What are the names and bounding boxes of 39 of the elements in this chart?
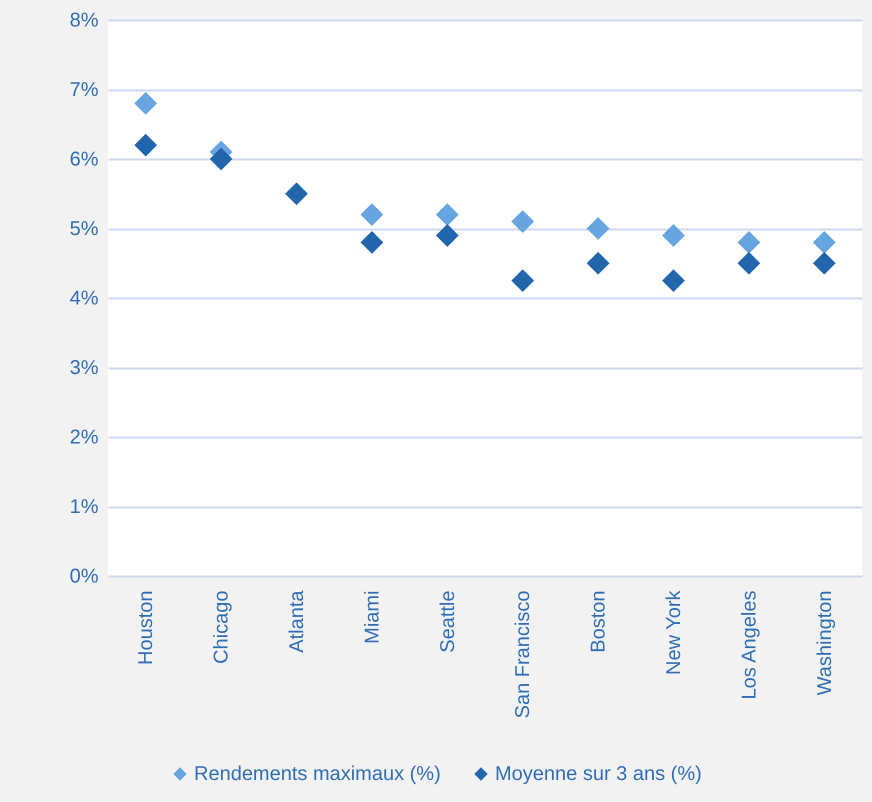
x-tick-label: Chicago	[210, 590, 233, 664]
point	[210, 148, 232, 170]
point	[738, 252, 760, 275]
point	[738, 231, 760, 254]
point	[134, 92, 158, 115]
y-tick-label: 3%	[70, 357, 99, 379]
y-tick-label: 8%	[70, 10, 99, 32]
x-tick-label: Boston	[588, 590, 610, 653]
x-tick-label: San Francisco	[512, 590, 534, 718]
y-tick-label: 7%	[70, 79, 99, 101]
point	[662, 269, 685, 292]
point	[511, 210, 534, 233]
x-tick-label: Seattle	[436, 590, 459, 653]
y-tick-label: 4%	[70, 288, 99, 310]
x-tick-label: Houston	[135, 590, 158, 665]
x-tick-label: Miami	[361, 590, 384, 644]
legend-label: Rendements maximaux (%)	[194, 763, 441, 785]
point	[436, 203, 459, 226]
x-tick-label: Los Angeles	[738, 590, 760, 700]
legend-label: Moyenne sur 3 ans (%)	[495, 763, 702, 785]
x-tick-label: New York	[663, 590, 685, 675]
x-tick-label: Atlanta	[286, 590, 308, 653]
y-tick-label: 0%	[70, 566, 99, 588]
point	[662, 224, 685, 247]
point	[436, 224, 459, 247]
y-tick-label: 6%	[70, 148, 99, 170]
point	[360, 203, 384, 226]
point	[285, 182, 308, 206]
point	[586, 217, 610, 240]
point	[511, 269, 534, 292]
x-tick-label: Washington	[814, 590, 836, 696]
point	[360, 231, 384, 254]
point	[134, 134, 158, 156]
point	[586, 252, 610, 275]
y-tick-label: 2%	[70, 426, 99, 448]
y-tick-label: 5%	[70, 218, 99, 240]
point	[812, 252, 836, 275]
y-tick-label: 1%	[70, 496, 99, 518]
point	[812, 231, 836, 254]
